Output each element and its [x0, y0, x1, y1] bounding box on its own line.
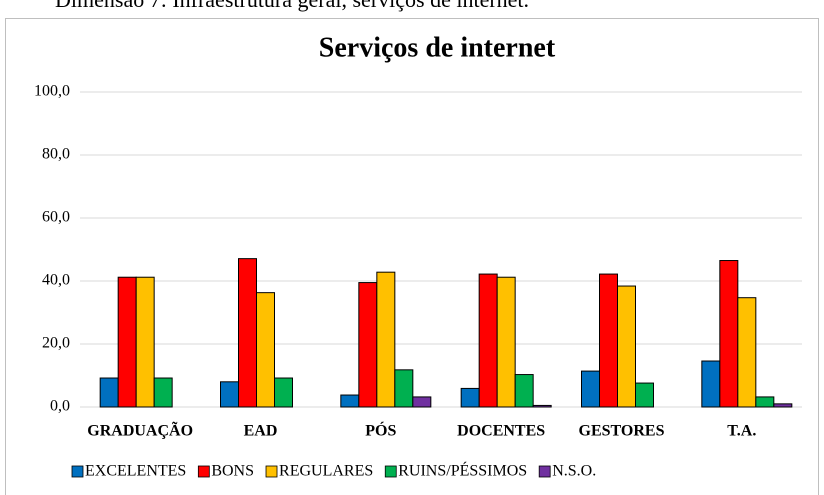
bar [460, 387, 480, 408]
bar [478, 273, 498, 408]
legend-label: REGULARES [279, 463, 373, 480]
bar [412, 396, 432, 408]
legend-label: RUINS/PÉSSIMOS [398, 461, 527, 480]
caption: Dimensão 7: Infraestrutura geral, serviç… [55, 0, 529, 12]
chart-frame [5, 18, 819, 495]
y-tick-label: 0,0 [50, 398, 70, 415]
legend-swatch [197, 465, 210, 478]
bar [238, 258, 257, 408]
bar [635, 382, 654, 408]
legend-label: EXCELENTES [85, 463, 186, 480]
legend-label: BONS [211, 463, 254, 480]
bar [514, 374, 534, 408]
bar [719, 260, 739, 408]
x-tick-label: GRADUAÇÃO [87, 421, 193, 440]
bar [220, 381, 239, 408]
bar [394, 369, 414, 408]
bar [99, 377, 119, 408]
bar [701, 360, 721, 408]
bar [737, 297, 757, 408]
y-tick-label: 100,0 [34, 83, 70, 100]
legend-swatch [384, 465, 397, 478]
bar [117, 276, 137, 408]
bar [599, 273, 618, 408]
y-tick-label: 60,0 [42, 209, 70, 226]
bar [340, 394, 360, 408]
chart-title: Serviços de internet [319, 32, 556, 63]
y-tick-label: 20,0 [42, 335, 70, 352]
x-tick-label: T.A. [727, 423, 756, 440]
bar [376, 271, 396, 408]
bar [358, 282, 378, 408]
legend-swatch [265, 465, 278, 478]
bar [532, 404, 552, 408]
bar [496, 276, 516, 408]
x-tick-label: PÓS [365, 421, 396, 440]
bar [755, 396, 775, 408]
legend-swatch [538, 465, 551, 478]
y-tick-label: 80,0 [42, 146, 70, 163]
bar [135, 276, 155, 408]
x-tick-label: EAD [244, 423, 278, 440]
legend-label: N.S.O. [552, 463, 596, 480]
x-tick-label: GESTORES [579, 423, 665, 440]
x-tick-label: DOCENTES [457, 423, 545, 440]
bar [617, 285, 636, 408]
bar [581, 370, 600, 408]
legend-swatch [71, 465, 84, 478]
y-tick-label: 40,0 [42, 272, 70, 289]
bar [153, 377, 173, 408]
bar [773, 403, 793, 408]
bar [274, 377, 293, 408]
bar [256, 292, 275, 408]
